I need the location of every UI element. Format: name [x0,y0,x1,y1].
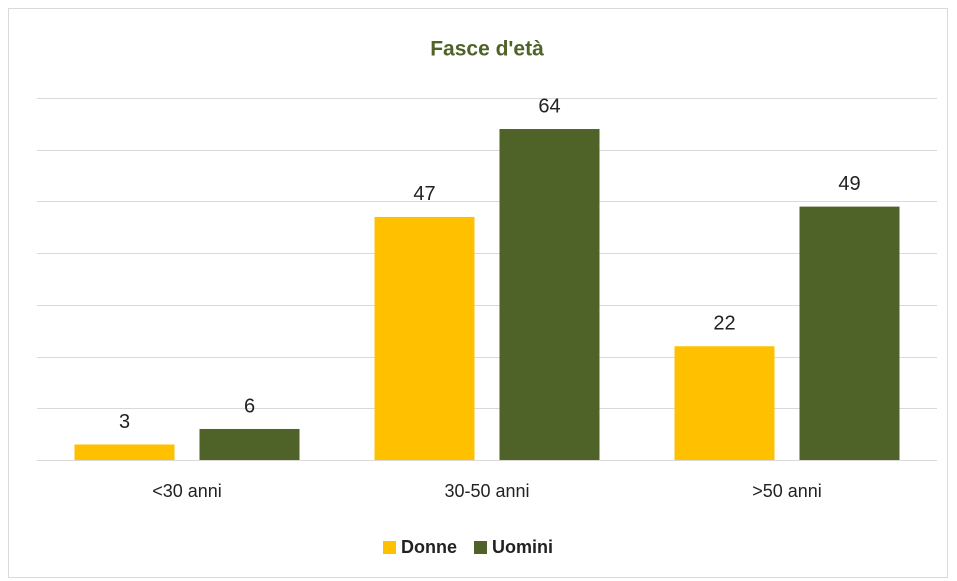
value-label: 47 [413,183,435,205]
chart-frame [8,8,948,578]
value-label: 49 [838,173,860,195]
legend-swatch [474,541,487,554]
legend-swatch [383,541,396,554]
bar [499,129,600,460]
legend-label: Uomini [492,537,553,557]
chart-title: Fasce d'età [430,38,544,61]
x-tick-label: >50 anni [752,481,822,501]
bar [199,428,300,460]
x-tick-label: <30 anni [152,481,222,501]
value-label: 22 [713,313,735,335]
value-label: 64 [538,95,560,117]
bar [374,216,475,460]
x-tick-label: 30-50 anni [444,481,529,501]
value-label: 3 [119,411,130,433]
bar [799,206,900,460]
value-label: 6 [244,395,255,417]
bar [74,444,175,460]
legend-label: Donne [401,537,457,557]
bar [674,346,775,460]
